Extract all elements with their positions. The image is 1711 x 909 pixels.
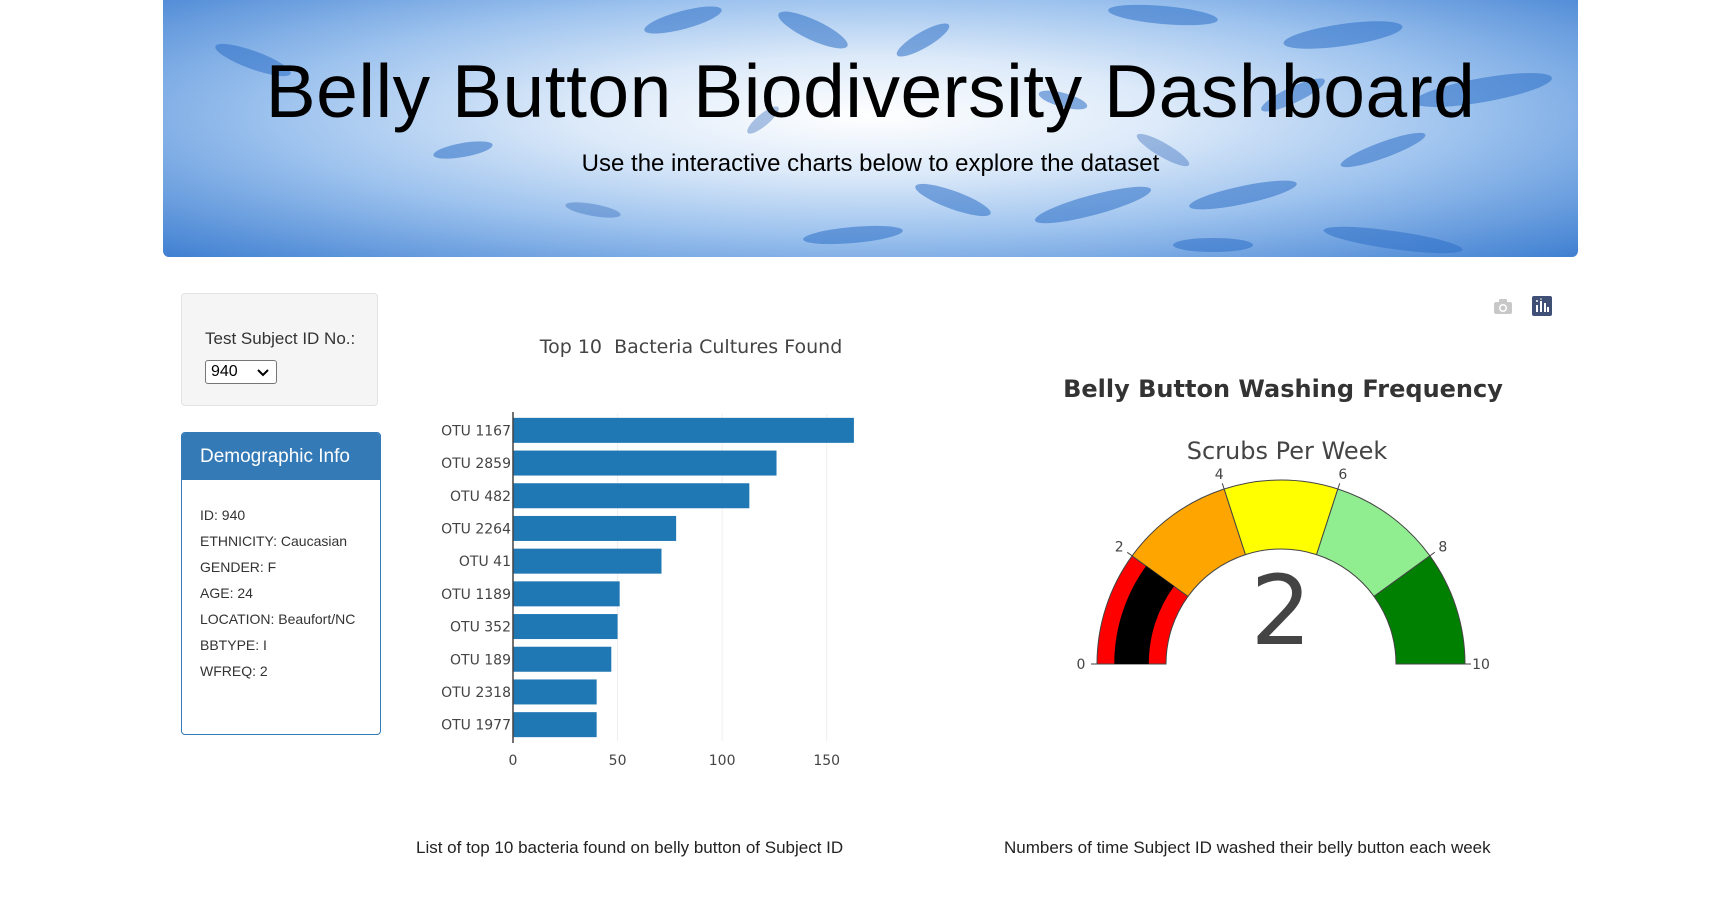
page-title: Belly Button Biodiversity Dashboard	[265, 49, 1476, 133]
subject-id-label: Test Subject ID No.:	[205, 329, 356, 348]
demographic-row-bbtype: BBTYPE: I	[200, 637, 267, 653]
bar-otu-1977[interactable]	[513, 712, 597, 738]
gauge-tick-label: 0	[1077, 657, 1086, 673]
bar-otu-41[interactable]	[513, 548, 662, 574]
subject-id-dropdown[interactable]: 940	[205, 360, 277, 384]
demographic-row-ethnicity: ETHNICITY: Caucasian	[200, 533, 348, 549]
bar-x-tick-label: 50	[609, 753, 627, 769]
gauge-tick-label: 2	[1115, 539, 1124, 555]
gauge-step-3	[1315, 488, 1431, 598]
bar-x-tick-label: 0	[509, 753, 518, 769]
bar-category-label: OTU 1189	[441, 587, 511, 603]
demographic-info-title: Demographic Info	[182, 433, 380, 480]
gauge-value-bar	[1114, 565, 1175, 664]
gauge-value: 2	[1250, 555, 1311, 667]
gauge-tick	[1221, 483, 1225, 490]
bar-category-label: OTU 2264	[441, 521, 511, 537]
gauge-step-2	[1223, 479, 1339, 556]
gauge-tick	[1126, 551, 1133, 557]
demographic-row-location: LOCATION: Beaufort/NC	[200, 611, 356, 627]
header-banner: Belly Button Biodiversity Dashboard Use …	[163, 0, 1578, 257]
bar-chart-title: Top 10 Bacteria Cultures Found	[539, 336, 843, 358]
bar-otu-2859[interactable]	[513, 450, 777, 476]
gauge-chart-subtitle: Scrubs Per Week	[1187, 437, 1388, 465]
subject-selector-panel: Test Subject ID No.: 940	[181, 293, 378, 406]
bar-otu-1167[interactable]	[513, 417, 854, 443]
gauge-tick	[1337, 483, 1341, 490]
gauge-tick-label: 8	[1438, 539, 1447, 555]
bar-otu-2318[interactable]	[513, 679, 597, 705]
demographic-info-panel: Demographic Info ID: 940 ETHNICITY: Cauc…	[181, 432, 381, 735]
bar-x-tick-label: 100	[709, 753, 736, 769]
bar-otu-1189[interactable]	[513, 581, 620, 607]
gauge-step-1	[1131, 488, 1247, 598]
page-subtitle: Use the interactive charts below to expl…	[581, 150, 1160, 177]
demographic-info-body: ID: 940 ETHNICITY: Caucasian GENDER: F A…	[182, 480, 380, 678]
chevron-down-icon	[257, 369, 269, 377]
camera-icon[interactable]	[1492, 296, 1514, 321]
bar-category-label: OTU 1977	[441, 718, 511, 734]
bar-category-label: OTU 482	[450, 489, 511, 505]
gauge-chart-title: Belly Button Washing Frequency	[1063, 375, 1503, 403]
bar-category-label: OTU 352	[450, 620, 511, 636]
plotly-logo-icon[interactable]	[1532, 296, 1552, 321]
demographic-row-wfreq: WFREQ: 2	[200, 663, 268, 679]
bar-otu-352[interactable]	[513, 614, 618, 640]
gauge-step-4	[1373, 555, 1466, 665]
demographic-row-gender: GENDER: F	[200, 559, 277, 575]
subject-id-value: 940	[211, 363, 238, 380]
bar-otu-189[interactable]	[513, 646, 612, 672]
bar-category-label: OTU 1167	[441, 423, 511, 439]
bar-otu-482[interactable]	[513, 483, 750, 509]
bar-category-label: OTU 2859	[441, 456, 511, 472]
demographic-row-age: AGE: 24	[200, 585, 253, 601]
gauge-tick-label: 6	[1338, 467, 1347, 483]
demographic-row-id: ID: 940	[200, 507, 246, 523]
bar-category-label: OTU 2318	[441, 685, 511, 701]
bacteria-background-image	[215, 4, 1552, 254]
gauge-step-0	[1096, 555, 1189, 665]
bar-chart-caption: List of top 10 bacteria found on belly b…	[416, 838, 844, 857]
gauge-tick-label: 10	[1472, 657, 1490, 673]
bar-x-tick-label: 150	[813, 753, 840, 769]
bar-category-label: OTU 41	[459, 554, 511, 570]
bar-otu-2264[interactable]	[513, 515, 677, 541]
gauge-tick	[1429, 551, 1436, 557]
bar-category-label: OTU 189	[450, 652, 511, 668]
gauge-tick-label: 4	[1215, 467, 1224, 483]
gauge-chart-caption: Numbers of time Subject ID washed their …	[1004, 838, 1491, 857]
